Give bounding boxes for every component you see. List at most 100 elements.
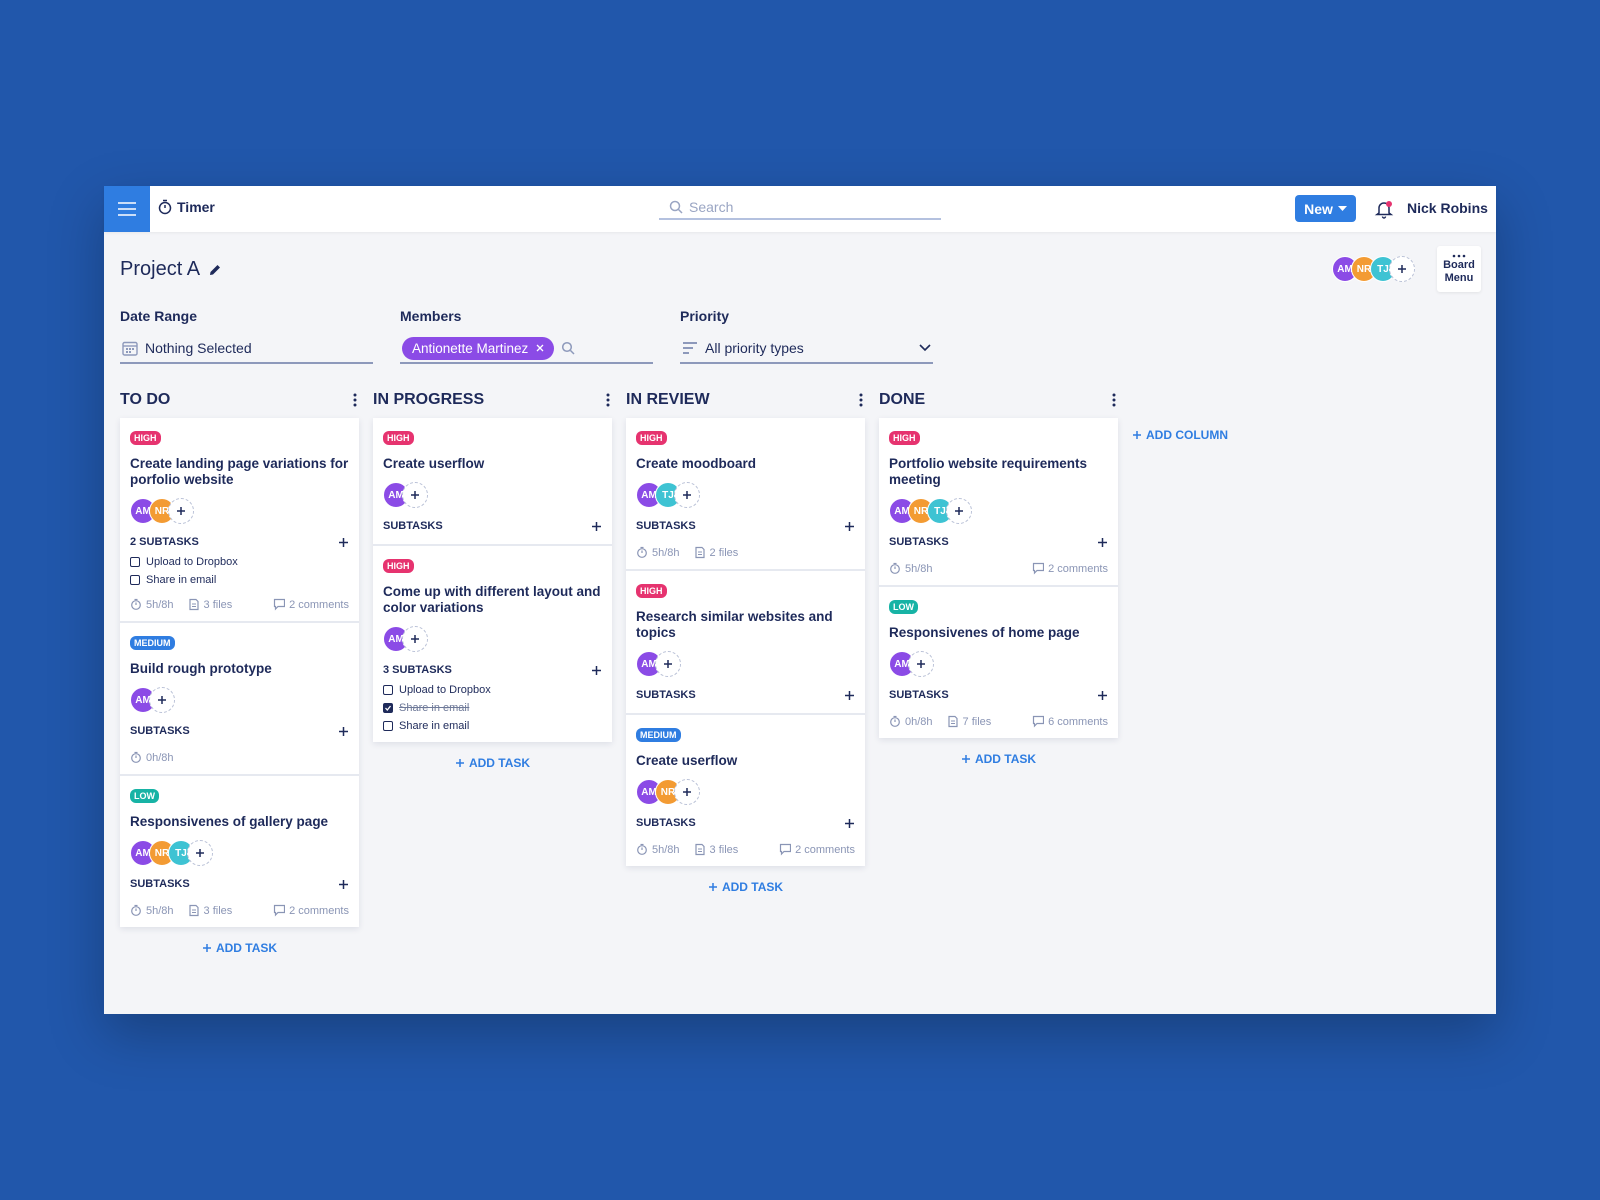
checkbox[interactable] <box>383 721 393 731</box>
add-task-label: ADD TASK <box>721 880 784 894</box>
subtask[interactable]: Upload to Dropbox <box>383 684 602 696</box>
plus-icon[interactable] <box>1097 690 1108 701</box>
add-task[interactable]: ADD TASK <box>626 880 865 894</box>
top-bar: Timer Search New Nick Robins <box>104 186 1496 232</box>
plus-icon[interactable] <box>916 659 926 669</box>
time-spent: 5h/8h <box>889 562 933 575</box>
task-meta: 5h/8h 2 files <box>636 546 855 559</box>
task-card[interactable]: HIGH Create moodboard AM TJ SUBTASKS 5h/8h 2 f… <box>626 418 865 569</box>
plus-icon[interactable] <box>455 758 465 768</box>
column-menu[interactable] <box>1110 392 1118 408</box>
priority-badge: MEDIUM <box>636 728 681 742</box>
menu-button[interactable] <box>104 186 150 232</box>
task-card[interactable]: HIGH Create userflow AM SUBTASKS <box>373 418 612 544</box>
project-name: Project A <box>120 258 201 280</box>
card-list: HIGH Portfolio website requirements meeti… <box>879 418 1118 738</box>
timer[interactable]: Timer <box>158 199 215 215</box>
task-meta: 5h/8h 2 comments <box>889 562 1108 575</box>
plus-icon[interactable] <box>157 695 167 705</box>
plus-icon[interactable] <box>591 665 602 676</box>
plus-icon[interactable] <box>338 537 349 548</box>
plus-icon[interactable] <box>663 659 673 669</box>
add-member[interactable] <box>402 626 428 652</box>
plus-icon[interactable] <box>844 818 855 829</box>
add-member[interactable] <box>946 498 972 524</box>
members-input[interactable]: Antionette Martinez <box>400 334 653 364</box>
plus-icon[interactable] <box>176 506 186 516</box>
dots-icon <box>1452 254 1466 258</box>
bell-icon[interactable] <box>1374 199 1394 219</box>
subtask[interactable]: Share in email <box>383 720 602 732</box>
priority-badge: HIGH <box>383 559 414 573</box>
plus-icon[interactable] <box>410 490 420 500</box>
task-title: Create userflow <box>383 456 485 471</box>
add-member[interactable] <box>1389 256 1415 282</box>
plus-icon[interactable] <box>1132 430 1142 440</box>
add-task[interactable]: ADD TASK <box>120 941 359 955</box>
add-member[interactable] <box>402 482 428 508</box>
date-input[interactable]: Nothing Selected <box>120 334 373 364</box>
plus-icon[interactable] <box>844 690 855 701</box>
add-member[interactable] <box>674 779 700 805</box>
user-name[interactable]: Nick Robins <box>1407 200 1488 216</box>
plus-icon[interactable] <box>202 943 212 953</box>
column-menu[interactable] <box>604 392 612 408</box>
subtasks-label: SUBTASKS <box>889 536 949 548</box>
plus-icon[interactable] <box>954 506 964 516</box>
check <box>385 705 392 712</box>
plus-icon[interactable] <box>338 726 349 737</box>
filter-value: All priority types <box>705 340 804 356</box>
task-card[interactable]: LOW Responsivenes of gallery page AM NR TJ SU… <box>120 776 359 927</box>
avatar-row: AM <box>383 482 602 508</box>
member-chip[interactable]: Antionette Martinez <box>402 336 555 360</box>
plus-icon[interactable] <box>844 521 855 532</box>
column: IN PROGRESS HIGH Create userflow AM SUBTASKS… <box>373 386 612 770</box>
plus-icon[interactable] <box>591 521 602 532</box>
plus-icon[interactable] <box>961 754 971 764</box>
add-member[interactable] <box>149 687 175 713</box>
subtask[interactable]: Share in email <box>130 574 349 586</box>
board-menu[interactable]: Board Menu <box>1437 246 1481 292</box>
task-card[interactable]: HIGH Come up with different layout and co… <box>373 546 612 742</box>
add-member[interactable] <box>187 840 213 866</box>
task-card[interactable]: MEDIUM Build rough prototype AM SUBTASKS 0h/… <box>120 623 359 774</box>
plus-icon[interactable] <box>338 879 349 890</box>
priority-input[interactable]: All priority types <box>680 334 933 364</box>
files: 3 files <box>694 843 738 856</box>
plus-icon[interactable] <box>410 634 420 644</box>
checkbox[interactable] <box>383 685 393 695</box>
task-card[interactable]: MEDIUM Create userflow AM NR SUBTASKS 5h/8h 3 … <box>626 715 865 866</box>
checkbox[interactable] <box>130 575 140 585</box>
plus-icon[interactable] <box>682 787 692 797</box>
plus-icon[interactable] <box>682 490 692 500</box>
chip-remove[interactable] <box>536 344 544 352</box>
new-button[interactable]: New <box>1295 195 1356 222</box>
task-card[interactable]: LOW Responsivenes of home page AM SUBTASKS 0… <box>879 587 1118 738</box>
plus-icon[interactable] <box>195 848 205 858</box>
avatar-row: AM <box>130 687 349 713</box>
checkbox[interactable] <box>130 557 140 567</box>
add-member[interactable] <box>168 498 194 524</box>
edit-icon[interactable] <box>208 263 222 277</box>
add-task[interactable]: ADD TASK <box>879 752 1118 766</box>
search[interactable]: Search <box>659 196 941 220</box>
add-member[interactable] <box>674 482 700 508</box>
plus-icon[interactable] <box>1397 264 1407 274</box>
add-task[interactable]: ADD TASK <box>373 756 612 770</box>
plus-icon[interactable] <box>1097 537 1108 548</box>
column-menu[interactable] <box>351 392 359 408</box>
column-menu[interactable] <box>857 392 865 408</box>
plus-icon[interactable] <box>708 882 718 892</box>
checkbox[interactable] <box>383 703 393 713</box>
add-member[interactable] <box>655 651 681 677</box>
task-card[interactable]: HIGH Portfolio website requirements meeti… <box>879 418 1118 585</box>
priority-badge: MEDIUM <box>130 636 175 650</box>
subtask[interactable]: Upload to Dropbox <box>130 556 349 568</box>
task-card[interactable]: HIGH Research similar websites and topics… <box>626 571 865 713</box>
add-column[interactable]: ADD COLUMN <box>1132 428 1228 442</box>
files-icon <box>694 843 705 856</box>
add-member[interactable] <box>908 651 934 677</box>
task-card[interactable]: HIGH Create landing page variations for p… <box>120 418 359 621</box>
subtask[interactable]: Share in email <box>383 702 602 714</box>
subtasks-label: SUBTASKS <box>130 878 190 890</box>
